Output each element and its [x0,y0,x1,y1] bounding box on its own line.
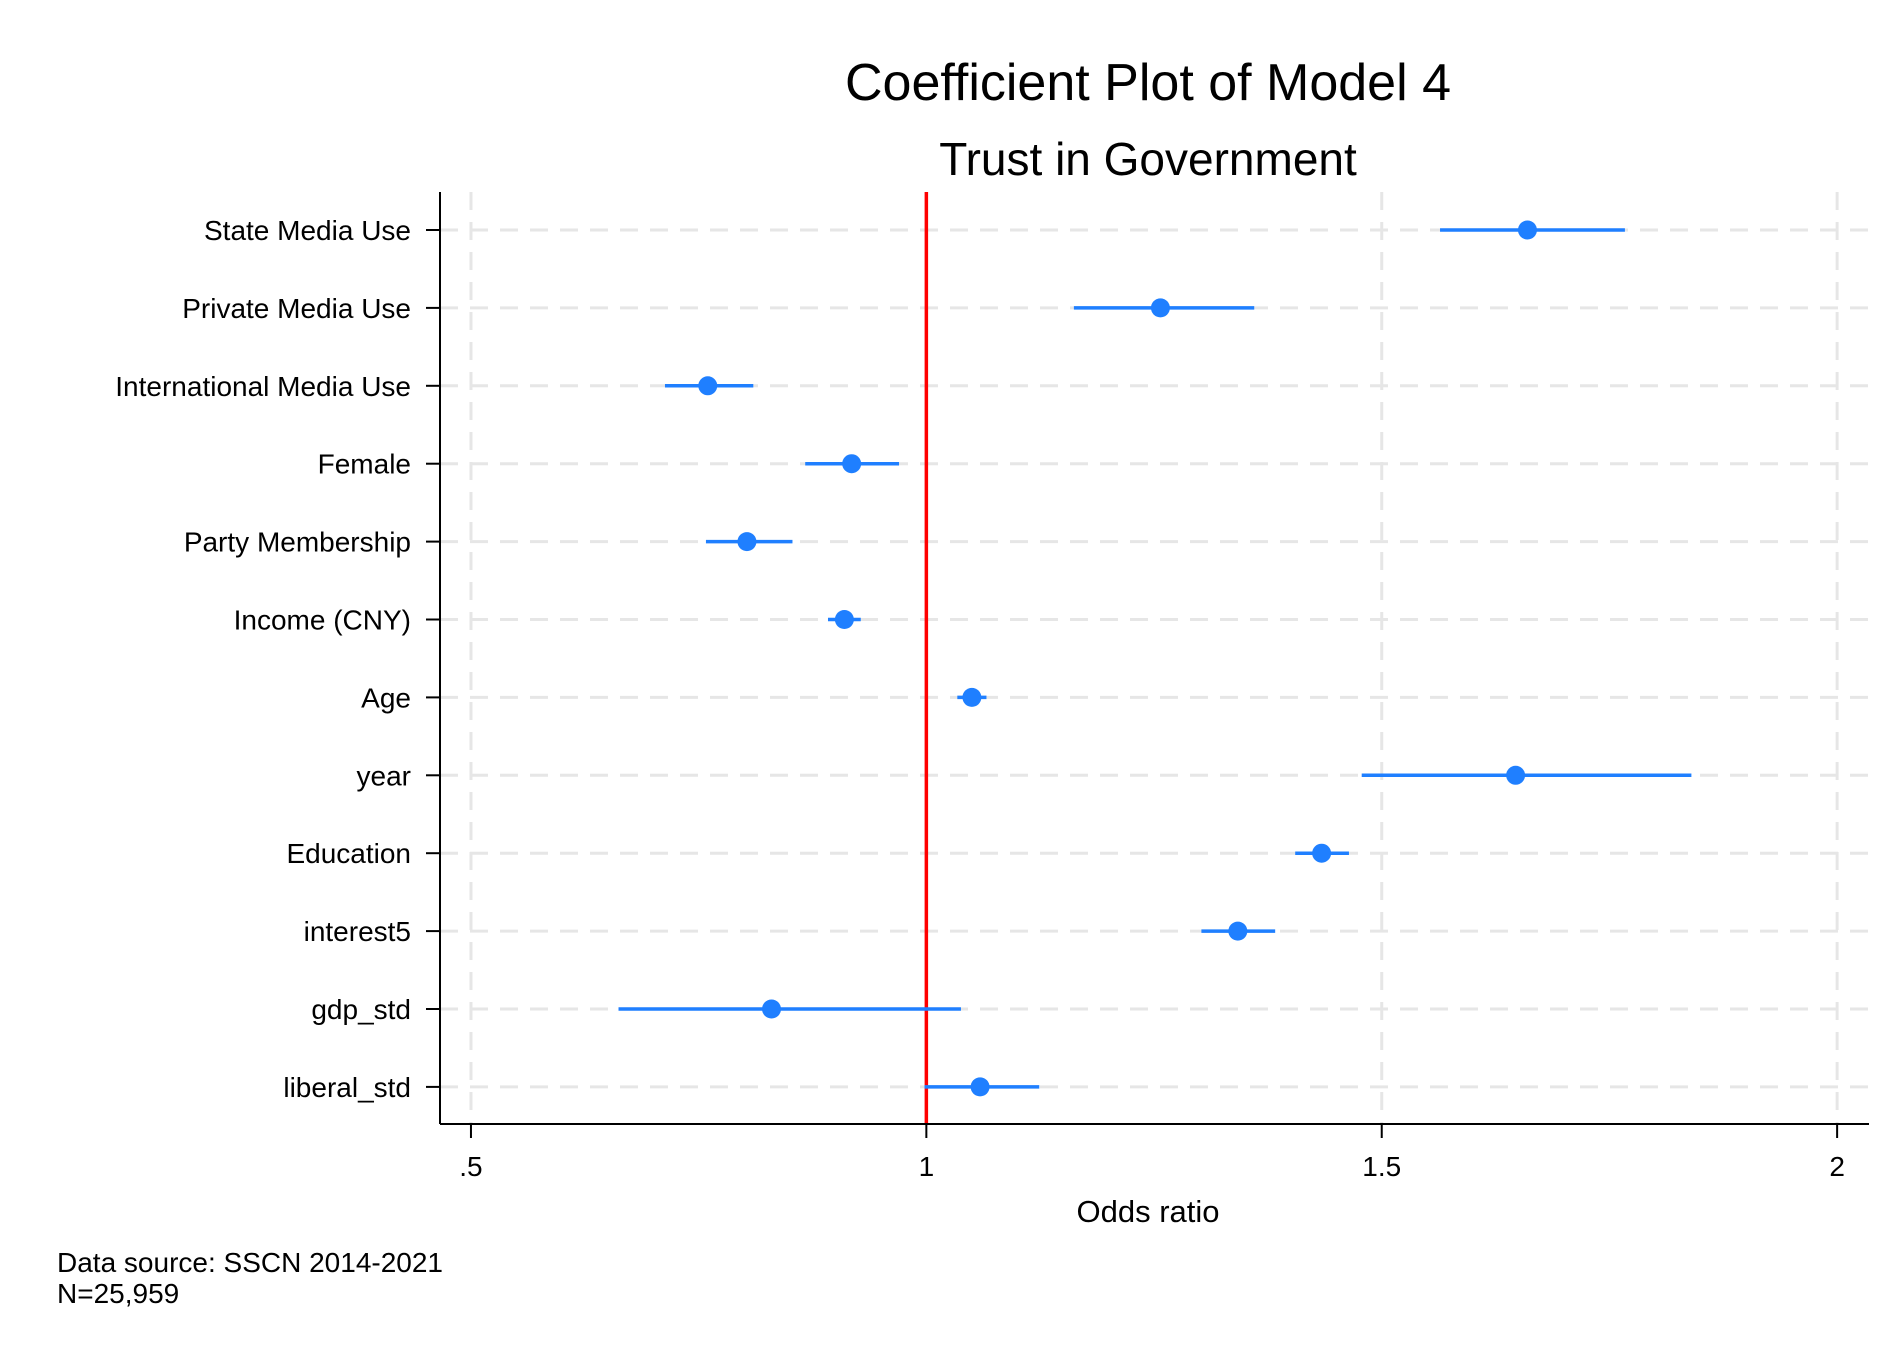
y-tick-label-2: International Media Use [115,371,411,402]
y-tick-label-0: State Media Use [204,215,411,246]
y-tick-label-6: Age [361,682,411,713]
estimate-point-4 [737,532,757,552]
y-tick-label-10: gdp_std [311,994,411,1025]
estimate-point-1 [1150,298,1170,318]
x-tick-label-3: 2 [1829,1151,1845,1182]
data-source-note: Data source: SSCN 2014-2021 [57,1247,443,1278]
estimate-point-3 [842,454,862,474]
x-tick-label-0: .5 [459,1151,482,1182]
estimate-point-10 [762,999,782,1019]
chart-title: Coefficient Plot of Model 4 [845,54,1451,112]
chart-subtitle: Trust in Government [939,133,1357,185]
grid-lines [440,192,1869,1124]
y-tick-label-7: year [357,760,411,791]
estimate-point-11 [970,1077,990,1097]
y-tick-label-4: Party Membership [184,527,411,558]
estimate-point-8 [1312,843,1332,863]
estimate-point-9 [1228,921,1248,941]
x-tick-label-2: 1.5 [1362,1151,1401,1182]
x-axis-label: Odds ratio [1076,1194,1219,1229]
x-tick-label-1: 1 [919,1151,935,1182]
estimate-point-6 [962,687,982,707]
estimate-point-2 [698,376,718,396]
sample-size-note: N=25,959 [57,1278,179,1309]
y-tick-label-8: Education [286,838,411,869]
estimate-point-0 [1517,220,1537,240]
axes: .5 1 1.5 2 State Media Use Private Media Use I… [115,192,1869,1182]
estimate-point-5 [834,610,854,629]
y-tick-label-1: Private Media Use [182,293,411,324]
y-tick-label-11: liberal_std [283,1072,411,1103]
estimate-point-7 [1506,765,1526,785]
y-tick-label-9: interest5 [304,916,411,947]
y-tick-label-5: Income (CNY) [234,605,411,636]
y-tick-label-3: Female [318,449,411,480]
data-series [618,220,1692,1097]
